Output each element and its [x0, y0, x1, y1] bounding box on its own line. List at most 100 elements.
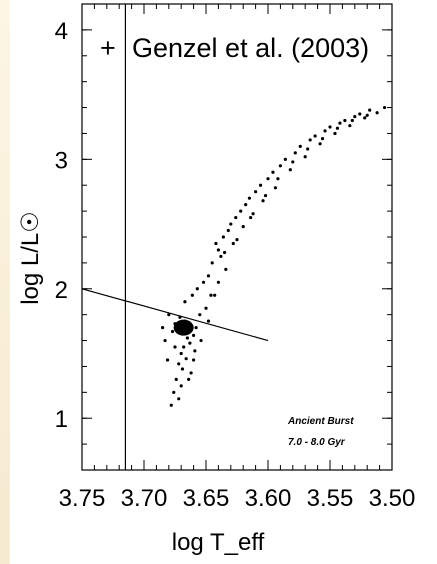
- y-tick-label: 3: [55, 147, 68, 174]
- data-point: [165, 358, 170, 362]
- data-point: [254, 190, 258, 194]
- data-point: [261, 199, 265, 203]
- data-point: [223, 250, 227, 255]
- data-point: [323, 129, 327, 133]
- data-point: [178, 315, 182, 319]
- data-point: [303, 155, 307, 159]
- data-point: [216, 248, 220, 252]
- data-point: [180, 367, 185, 371]
- plot-border: [81, 3, 393, 471]
- data-point: [170, 329, 175, 334]
- data-point: [276, 177, 280, 181]
- data-point: [293, 151, 297, 155]
- data-point: [251, 212, 255, 216]
- data-point: [350, 118, 354, 123]
- data-point-cluster: [173, 319, 194, 336]
- data-point: [368, 108, 372, 112]
- annotation-line-1: Ancient Burst: [287, 416, 354, 427]
- data-point: [226, 228, 230, 233]
- data-point: [219, 254, 223, 259]
- legend-symbol: +: [100, 33, 116, 63]
- data-point: [328, 125, 332, 129]
- data-point: [231, 241, 235, 246]
- data-point: [229, 222, 233, 226]
- data-point: [353, 115, 357, 119]
- x-tick-label: 3.55: [307, 485, 354, 512]
- data-point: [306, 147, 310, 151]
- plot-frame: [81, 3, 393, 471]
- data-point: [173, 345, 177, 349]
- data-point: [172, 390, 176, 394]
- x-tick-label: 3.50: [369, 485, 416, 512]
- y-tick-label: 4: [55, 18, 68, 45]
- data-point: [271, 170, 275, 174]
- data-point: [283, 157, 287, 161]
- data-point: [382, 105, 387, 110]
- data-point: [209, 293, 213, 297]
- data-point: [273, 186, 278, 190]
- data-point: [288, 168, 292, 172]
- data-point: [335, 126, 340, 130]
- data-point: [224, 267, 228, 271]
- y-axis-title: log L/L☉: [17, 211, 44, 305]
- data-point: [193, 349, 197, 353]
- data-point: [204, 306, 208, 310]
- data-point: [266, 177, 270, 181]
- data-point: [210, 261, 214, 265]
- x-axis-title: log T_eff: [172, 529, 265, 556]
- data-point: [187, 377, 191, 381]
- data-point: [234, 215, 238, 220]
- data-point: [216, 280, 220, 284]
- data-point: [195, 287, 199, 291]
- data-point: [263, 193, 268, 198]
- data-point: [201, 280, 206, 284]
- data-point: [365, 113, 369, 117]
- data-point: [235, 237, 239, 242]
- data-point: [199, 338, 203, 343]
- data-point: [375, 111, 379, 115]
- x-tick-label: 3.65: [183, 485, 230, 512]
- data-point: [179, 384, 183, 388]
- data-point: [343, 118, 347, 123]
- data-point: [169, 403, 173, 407]
- background-strip: [0, 0, 10, 564]
- data-point: [213, 293, 217, 297]
- data-point: [174, 377, 178, 381]
- data-point: [183, 300, 187, 304]
- data-point: [161, 326, 165, 330]
- data-point: [318, 142, 322, 146]
- data-point: [313, 134, 317, 138]
- data-point: [278, 164, 282, 168]
- data-point: [188, 341, 192, 345]
- axis-tick-labels: 3.75 3.70 3.65 3.60 3.55 3.50 1 2 3 4: [55, 18, 416, 512]
- data-point: [221, 235, 225, 239]
- data-point: [185, 336, 189, 340]
- scatter-points: [161, 105, 387, 407]
- axis-ticks: [81, 3, 393, 471]
- annotation-line-2: 7.0 - 8.0 Gyr: [288, 437, 346, 448]
- data-point: [320, 137, 325, 141]
- data-point: [244, 203, 248, 207]
- data-point: [363, 116, 367, 120]
- x-tick-label: 3.60: [245, 485, 292, 512]
- x-tick-label: 3.70: [121, 485, 168, 512]
- data-point: [206, 319, 211, 323]
- data-point: [348, 124, 352, 128]
- x-tick-label: 3.75: [59, 485, 106, 512]
- data-point: [167, 313, 171, 317]
- data-point: [358, 112, 362, 116]
- data-point: [182, 345, 186, 349]
- data-point: [163, 338, 167, 343]
- data-point: [179, 351, 183, 356]
- data-point: [177, 397, 181, 401]
- data-point: [241, 225, 245, 229]
- data-point: [192, 333, 196, 337]
- y-tick-label: 2: [55, 277, 68, 304]
- sloped-reference-line: [81, 288, 269, 342]
- data-point: [291, 160, 295, 164]
- data-point: [333, 131, 337, 136]
- annotation: Ancient Burst 7.0 - 8.0 Gyr: [287, 416, 354, 448]
- data-point: [194, 326, 198, 330]
